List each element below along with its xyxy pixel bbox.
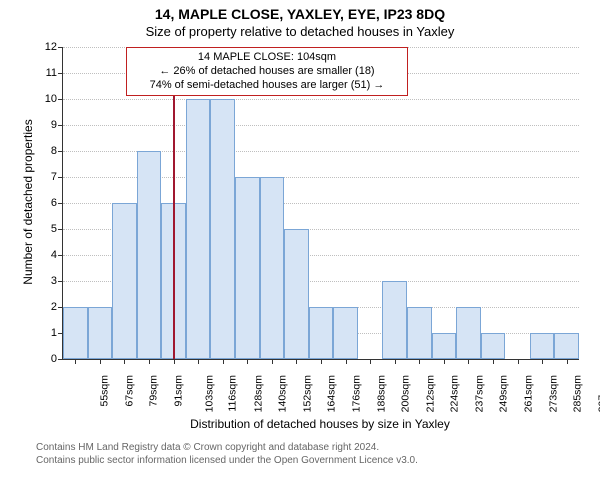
x-tick-mark: [198, 359, 199, 364]
annotation-line2: ← 26% of detached houses are smaller (18…: [133, 65, 401, 79]
y-tick-label: 8: [33, 145, 57, 157]
y-tick-mark: [58, 359, 63, 360]
x-tick-label: 297sqm: [596, 375, 600, 412]
y-tick-mark: [58, 177, 63, 178]
x-tick-label: 67sqm: [123, 375, 135, 407]
histogram-bar: [530, 333, 555, 359]
histogram-bar: [481, 333, 506, 359]
x-tick-mark: [174, 359, 175, 364]
x-tick-label: 224sqm: [449, 375, 461, 412]
x-tick-label: 128sqm: [252, 375, 264, 412]
x-tick-label: 152sqm: [301, 375, 313, 412]
x-tick-label: 140sqm: [277, 375, 289, 412]
x-tick-label: 249sqm: [498, 375, 510, 412]
annotation-line1: 14 MAPLE CLOSE: 104sqm: [133, 51, 401, 65]
y-tick-mark: [58, 73, 63, 74]
gridline: [63, 125, 579, 126]
y-tick-mark: [58, 281, 63, 282]
x-tick-label: 188sqm: [375, 375, 387, 412]
histogram-bar: [63, 307, 88, 359]
x-tick-label: 212sqm: [424, 375, 436, 412]
histogram-bar: [112, 203, 137, 359]
x-tick-mark: [272, 359, 273, 364]
x-tick-label: 91sqm: [173, 375, 185, 407]
y-tick-label: 0: [33, 353, 57, 365]
y-tick-mark: [58, 229, 63, 230]
x-tick-label: 261sqm: [522, 375, 534, 412]
x-tick-label: 164sqm: [326, 375, 338, 412]
x-tick-mark: [100, 359, 101, 364]
footer-attribution: Contains HM Land Registry data © Crown c…: [36, 441, 418, 467]
x-tick-label: 116sqm: [227, 375, 239, 412]
histogram-bar: [260, 177, 285, 359]
x-tick-label: 176sqm: [350, 375, 362, 412]
histogram-bar: [554, 333, 579, 359]
y-tick-label: 5: [33, 223, 57, 235]
x-tick-mark: [567, 359, 568, 364]
footer-line1: Contains HM Land Registry data © Crown c…: [36, 441, 418, 454]
histogram-bar: [456, 307, 481, 359]
x-tick-mark: [419, 359, 420, 364]
x-tick-mark: [518, 359, 519, 364]
histogram-bar: [186, 99, 211, 359]
y-tick-label: 9: [33, 119, 57, 131]
x-tick-mark: [346, 359, 347, 364]
y-tick-label: 12: [33, 41, 57, 53]
y-tick-mark: [58, 47, 63, 48]
x-tick-mark: [75, 359, 76, 364]
y-tick-mark: [58, 125, 63, 126]
histogram-bar: [407, 307, 432, 359]
y-tick-mark: [58, 151, 63, 152]
y-axis-label: Number of detached properties: [21, 102, 35, 302]
y-tick-mark: [58, 99, 63, 100]
histogram-bar: [309, 307, 334, 359]
chart-container: 14, MAPLE CLOSE, YAXLEY, EYE, IP23 8DQ S…: [0, 0, 600, 500]
x-tick-label: 273sqm: [547, 375, 559, 412]
annotation-line3: 74% of semi-detached houses are larger (…: [133, 79, 401, 93]
annotation-box: 14 MAPLE CLOSE: 104sqm ← 26% of detached…: [126, 47, 408, 96]
histogram-bar: [210, 99, 235, 359]
histogram-bar: [432, 333, 457, 359]
y-tick-label: 1: [33, 327, 57, 339]
y-tick-label: 4: [33, 249, 57, 261]
x-tick-mark: [149, 359, 150, 364]
x-tick-mark: [223, 359, 224, 364]
x-tick-label: 200sqm: [400, 375, 412, 412]
y-tick-label: 3: [33, 275, 57, 287]
histogram-bar: [333, 307, 358, 359]
x-tick-label: 79sqm: [148, 375, 160, 407]
gridline: [63, 99, 579, 100]
y-tick-label: 7: [33, 171, 57, 183]
x-tick-mark: [493, 359, 494, 364]
x-tick-label: 237sqm: [473, 375, 485, 412]
page-subtitle: Size of property relative to detached ho…: [0, 22, 600, 39]
histogram-bar: [137, 151, 162, 359]
y-tick-label: 6: [33, 197, 57, 209]
y-tick-label: 10: [33, 93, 57, 105]
y-tick-mark: [58, 203, 63, 204]
x-tick-mark: [370, 359, 371, 364]
x-tick-mark: [247, 359, 248, 364]
x-tick-mark: [296, 359, 297, 364]
x-tick-label: 55sqm: [99, 375, 111, 407]
histogram-bar: [284, 229, 309, 359]
x-tick-label: 285sqm: [572, 375, 584, 412]
x-tick-mark: [542, 359, 543, 364]
y-tick-label: 2: [33, 301, 57, 313]
x-tick-mark: [444, 359, 445, 364]
footer-line2: Contains public sector information licen…: [36, 454, 418, 467]
x-axis-label: Distribution of detached houses by size …: [62, 417, 578, 431]
y-tick-mark: [58, 255, 63, 256]
x-tick-mark: [468, 359, 469, 364]
x-tick-label: 103sqm: [203, 375, 215, 412]
histogram-bar: [88, 307, 113, 359]
histogram-bar: [235, 177, 260, 359]
histogram-bar: [382, 281, 407, 359]
page-title: 14, MAPLE CLOSE, YAXLEY, EYE, IP23 8DQ: [0, 0, 600, 22]
y-tick-label: 11: [33, 67, 57, 79]
x-tick-mark: [395, 359, 396, 364]
x-tick-mark: [124, 359, 125, 364]
x-tick-mark: [321, 359, 322, 364]
